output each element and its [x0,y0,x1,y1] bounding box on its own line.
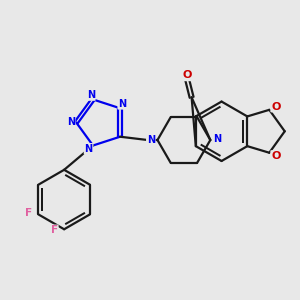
Text: N: N [87,90,95,100]
Text: O: O [271,101,280,112]
Text: N: N [213,134,221,144]
Text: N: N [118,99,126,109]
Text: F: F [51,225,58,236]
Text: N: N [67,118,75,128]
Text: N: N [85,144,93,154]
Text: N: N [147,135,155,145]
Text: F: F [25,208,32,218]
Text: O: O [182,70,192,80]
Text: O: O [271,151,280,161]
